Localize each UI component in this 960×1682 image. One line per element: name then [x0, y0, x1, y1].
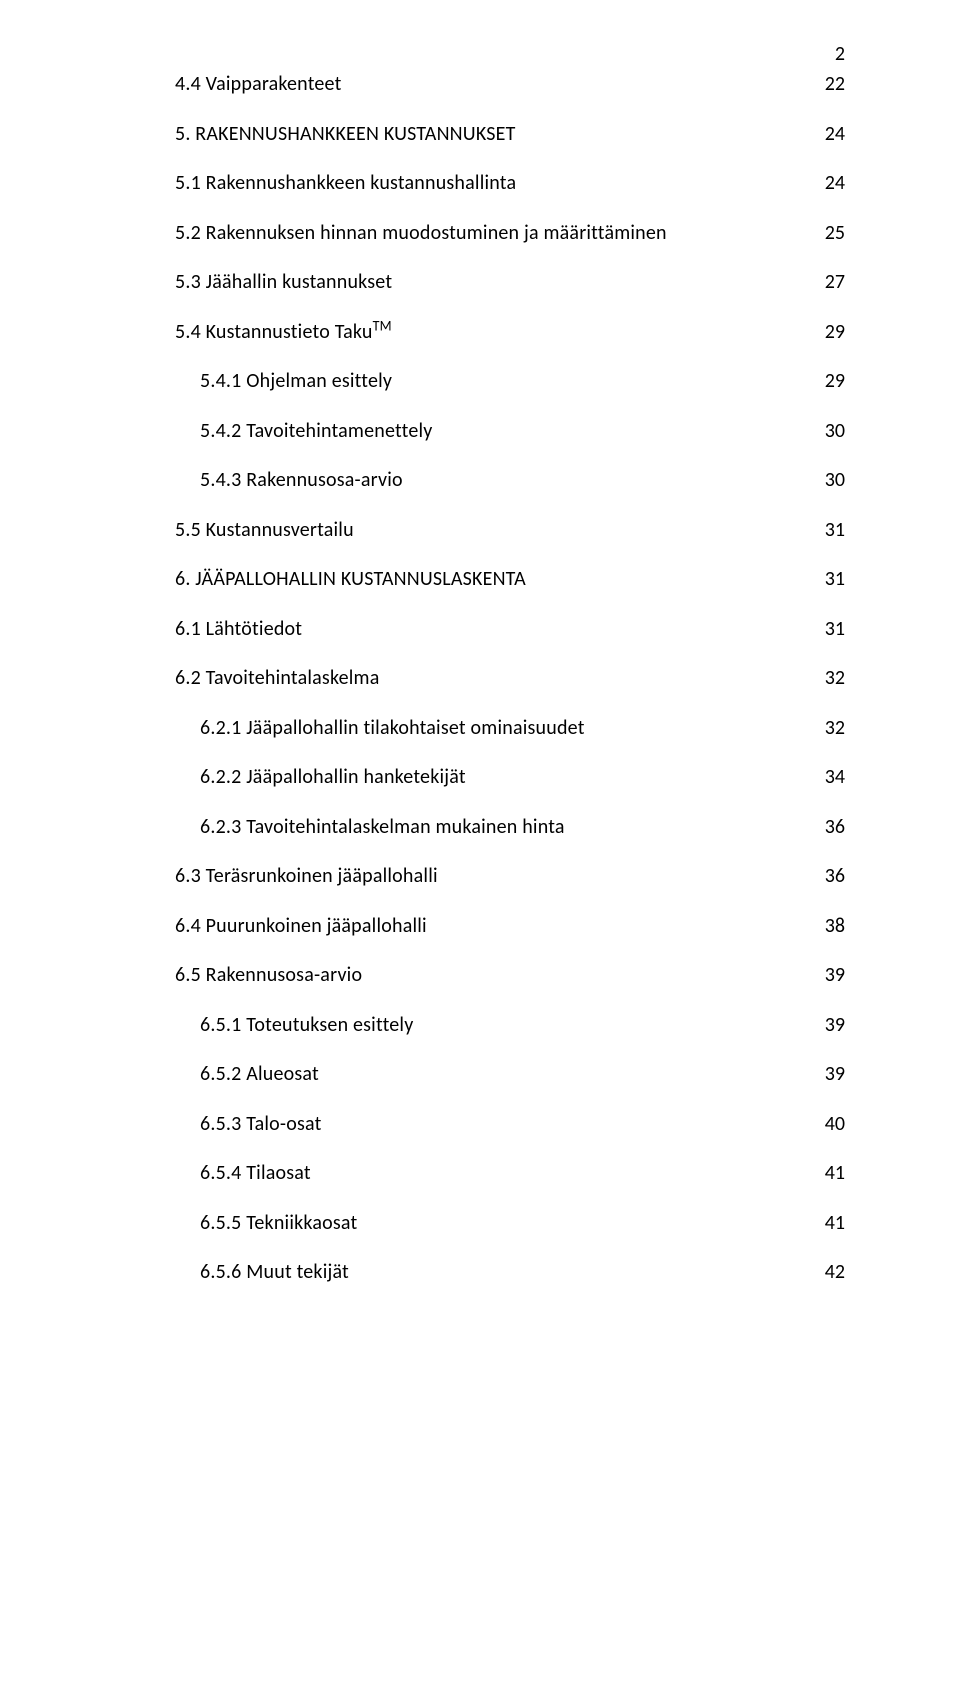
toc-entry: 5.2 Rakennuksen hinnan muodostuminen ja …: [150, 214, 845, 252]
page-number: 2: [835, 35, 845, 73]
toc-entry-page: 30: [817, 461, 845, 499]
toc-entry: 4.4 Vaipparakenteet22: [150, 65, 845, 103]
toc-entry-label: 6. JÄÄPALLOHALLIN KUSTANNUSLASKENTA: [175, 560, 526, 598]
toc-entry: 5.1 Rakennushankkeen kustannushallinta 24: [150, 164, 845, 202]
toc-entry-page: 38: [817, 907, 845, 945]
toc-entry-label: 5.2 Rakennuksen hinnan muodostuminen ja …: [175, 214, 667, 252]
toc-entry: 5.4.1 Ohjelman esittely 29: [150, 362, 845, 400]
toc-entry-label: 5.4.3 Rakennusosa-arvio: [200, 461, 403, 499]
toc-entry-page: 24: [817, 164, 845, 202]
toc-entry: 6.2 Tavoitehintalaskelma 32: [150, 659, 845, 697]
toc-entry-page: 32: [817, 659, 845, 697]
toc-entry-label: 5.3 Jäähallin kustannukset: [175, 263, 392, 301]
toc-entry: 5.4.3 Rakennusosa-arvio 30: [150, 461, 845, 499]
toc-entry-label: 6.2 Tavoitehintalaskelma: [175, 659, 380, 697]
toc-entry-page: 39: [817, 956, 845, 994]
toc-entry-page: 39: [817, 1055, 845, 1093]
toc-entry: 6.3 Teräsrunkoinen jääpallohalli 36: [150, 857, 845, 895]
toc-entry-page: 25: [817, 214, 845, 252]
toc-entry: 6.5 Rakennusosa-arvio 39: [150, 956, 845, 994]
toc-entry-label: 6.5 Rakennusosa-arvio: [175, 956, 362, 994]
table-of-contents: 4.4 Vaipparakenteet22 5. RAKENNUSHANKKEEN…: [150, 65, 845, 1291]
toc-entry: 6.5.2 Alueosat 39: [150, 1055, 845, 1093]
toc-entry-label: 5.4.1 Ohjelman esittely: [200, 362, 392, 400]
toc-entry: 6.5.3 Talo-osat 40: [150, 1105, 845, 1143]
toc-entry-label: 6.1 Lähtötiedot: [175, 610, 302, 648]
toc-entry-page: 40: [817, 1105, 845, 1143]
toc-entry: 6. JÄÄPALLOHALLIN KUSTANNUSLASKENTA 31: [150, 560, 845, 598]
toc-entry-page: 32: [817, 709, 845, 747]
toc-entry-label: 6.5.5 Tekniikkaosat: [200, 1204, 357, 1242]
toc-entry: 5.4.2 Tavoitehintamenettely 30: [150, 412, 845, 450]
toc-entry-label: 6.5.6 Muut tekijät: [200, 1253, 349, 1291]
toc-entry-label: 5.5 Kustannusvertailu: [175, 511, 354, 549]
toc-entry-label: 5.4 Kustannustieto TakuTM: [175, 313, 392, 351]
toc-entry-label: 6.2.3 Tavoitehintalaskelman mukainen hin…: [200, 808, 565, 846]
toc-entry-label: 6.5.2 Alueosat: [200, 1055, 319, 1093]
toc-entry-label: 6.5.3 Talo-osat: [200, 1105, 322, 1143]
toc-entry-page: 39: [817, 1006, 845, 1044]
toc-entry-label: 6.5.1 Toteutuksen esittely: [200, 1006, 413, 1044]
toc-entry: 5.4 Kustannustieto TakuTM 29: [150, 313, 845, 351]
toc-entry: 5. RAKENNUSHANKKEEN KUSTANNUKSET 24: [150, 115, 845, 153]
toc-entry-page: 42: [817, 1253, 845, 1291]
toc-entry-label: 5.4.2 Tavoitehintamenettely: [200, 412, 433, 450]
toc-entry-label: 6.2.1 Jääpallohallin tilakohtaiset omina…: [200, 709, 585, 747]
toc-entry-page: 34: [817, 758, 845, 796]
toc-entry-page: 31: [817, 610, 845, 648]
toc-entry-label: 6.5.4 Tilaosat: [200, 1154, 311, 1192]
toc-entry: 6.5.5 Tekniikkaosat 41: [150, 1204, 845, 1242]
toc-entry-label: 6.2.2 Jääpallohallin hanketekijät: [200, 758, 466, 796]
toc-entry-page: 24: [817, 115, 845, 153]
toc-entry: 6.5.4 Tilaosat 41: [150, 1154, 845, 1192]
toc-entry-label: 6.3 Teräsrunkoinen jääpallohalli: [175, 857, 438, 895]
toc-entry: 6.1 Lähtötiedot 31: [150, 610, 845, 648]
toc-entry: 5.5 Kustannusvertailu 31: [150, 511, 845, 549]
toc-entry-page: 30: [817, 412, 845, 450]
document-page: 2 4.4 Vaipparakenteet22 5. RAKENNUSHANKKE…: [0, 0, 960, 1682]
toc-entry-label: 6.4 Puurunkoinen jääpallohalli: [175, 907, 427, 945]
toc-entry: 6.2.3 Tavoitehintalaskelman mukainen hin…: [150, 808, 845, 846]
toc-entry: 6.4 Puurunkoinen jääpallohalli 38: [150, 907, 845, 945]
toc-entry-label: 5.1 Rakennushankkeen kustannushallinta: [175, 164, 516, 202]
toc-entry-label: 5. RAKENNUSHANKKEEN KUSTANNUKSET: [175, 115, 516, 153]
toc-entry-label: 4.4 Vaipparakenteet: [175, 65, 342, 103]
toc-entry: 5.3 Jäähallin kustannukset 27: [150, 263, 845, 301]
toc-entry-page: 29: [817, 362, 845, 400]
toc-entry-page: 41: [817, 1154, 845, 1192]
toc-entry-page: 36: [817, 857, 845, 895]
toc-entry: 6.2.1 Jääpallohallin tilakohtaiset omina…: [150, 709, 845, 747]
toc-entry: 6.2.2 Jääpallohallin hanketekijät 34: [150, 758, 845, 796]
toc-entry-page: 27: [817, 263, 845, 301]
toc-entry-page: 41: [817, 1204, 845, 1242]
toc-entry: 6.5.6 Muut tekijät 42: [150, 1253, 845, 1291]
toc-entry-page: 29: [817, 313, 845, 351]
toc-entry-page: 31: [817, 511, 845, 549]
toc-entry: 6.5.1 Toteutuksen esittely 39: [150, 1006, 845, 1044]
toc-entry-page: 36: [817, 808, 845, 846]
toc-entry-page: 31: [817, 560, 845, 598]
